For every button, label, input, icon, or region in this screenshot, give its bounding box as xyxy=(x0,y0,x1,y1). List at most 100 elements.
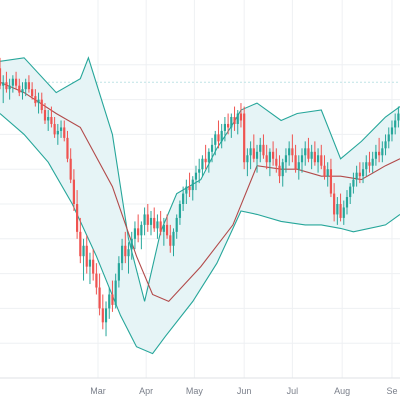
candle xyxy=(252,134,255,163)
candle-body xyxy=(185,186,188,194)
candle xyxy=(98,273,101,316)
candle-body xyxy=(95,273,98,288)
candle-body xyxy=(227,123,230,128)
candle xyxy=(374,144,378,166)
candle-body xyxy=(149,217,153,225)
candle-body xyxy=(165,224,169,236)
candle xyxy=(101,294,104,330)
candle xyxy=(313,141,316,166)
candle xyxy=(268,148,271,177)
candle-body xyxy=(246,155,249,163)
candle xyxy=(165,214,169,239)
candle-body xyxy=(252,148,255,159)
candle xyxy=(14,71,18,90)
candle xyxy=(259,137,262,163)
candle xyxy=(85,235,88,274)
candle xyxy=(124,231,127,264)
candle-body xyxy=(355,172,358,180)
candle xyxy=(236,110,239,135)
candle-body xyxy=(162,224,165,232)
candle-body xyxy=(313,151,316,163)
candle-body xyxy=(146,214,149,225)
candle xyxy=(355,165,358,187)
candle-body xyxy=(236,113,239,124)
candle xyxy=(37,92,40,114)
candle xyxy=(143,207,146,236)
candle-body xyxy=(92,259,95,274)
candle-body xyxy=(37,99,40,104)
candle xyxy=(47,110,50,131)
candle-body xyxy=(117,263,120,281)
candle-body xyxy=(214,134,217,145)
candle xyxy=(66,130,69,163)
candles xyxy=(0,57,400,337)
candle xyxy=(79,217,82,264)
candle-body xyxy=(108,294,111,309)
candle-body xyxy=(88,259,92,267)
candle-body xyxy=(24,82,27,90)
candle xyxy=(275,148,278,173)
candle xyxy=(88,252,92,285)
candle-body xyxy=(194,172,198,180)
candle xyxy=(76,190,79,239)
candle xyxy=(233,106,236,131)
candle-body xyxy=(320,155,323,166)
candle-body xyxy=(43,110,47,121)
candle-body xyxy=(201,158,204,170)
candle-body xyxy=(98,287,101,309)
x-axis: Mar Apr May Jun Jul Aug Se xyxy=(0,377,400,396)
candle xyxy=(117,256,120,288)
candle-body xyxy=(50,117,53,124)
candle xyxy=(191,176,194,201)
candle-body xyxy=(159,221,162,232)
candle-body xyxy=(182,193,185,204)
candle-body xyxy=(53,123,56,135)
candle-body xyxy=(326,169,329,177)
bollinger-band-fill xyxy=(0,57,400,354)
candle xyxy=(365,155,368,177)
candle xyxy=(182,186,185,211)
candle xyxy=(384,134,387,156)
candle xyxy=(63,120,66,142)
candle-body xyxy=(11,78,14,86)
candle-body xyxy=(294,155,297,170)
candle-body xyxy=(390,127,394,135)
candle-body xyxy=(120,245,124,264)
candle-body xyxy=(31,89,34,97)
candle xyxy=(207,148,210,173)
candle xyxy=(349,183,352,204)
candle xyxy=(162,217,165,246)
candle xyxy=(21,82,24,100)
candle xyxy=(185,179,188,204)
candle xyxy=(246,148,249,177)
candle xyxy=(326,162,329,187)
candle xyxy=(323,155,326,180)
candle xyxy=(149,210,153,236)
candle xyxy=(329,158,333,198)
candle-body xyxy=(387,134,390,142)
candle xyxy=(201,155,204,177)
candle xyxy=(291,134,294,163)
candle xyxy=(114,273,117,309)
candle xyxy=(82,238,85,281)
x-tick-label: Se xyxy=(386,386,397,396)
candle-body xyxy=(271,151,275,159)
candle xyxy=(56,123,59,145)
candle xyxy=(390,120,394,142)
candle-body xyxy=(349,186,352,198)
candle-body xyxy=(66,137,69,159)
candle-body xyxy=(336,204,339,215)
candle-body xyxy=(394,120,397,128)
candle-body xyxy=(79,231,82,257)
x-tick-label: Jun xyxy=(237,386,252,396)
candle xyxy=(255,144,259,173)
candle xyxy=(368,151,371,173)
candle xyxy=(342,200,345,225)
candle xyxy=(284,148,288,173)
candle-body xyxy=(0,68,2,86)
candle xyxy=(175,214,178,239)
candle-body xyxy=(27,82,31,90)
candle-body xyxy=(239,113,243,121)
candle-body xyxy=(304,148,307,156)
candle xyxy=(18,78,21,97)
